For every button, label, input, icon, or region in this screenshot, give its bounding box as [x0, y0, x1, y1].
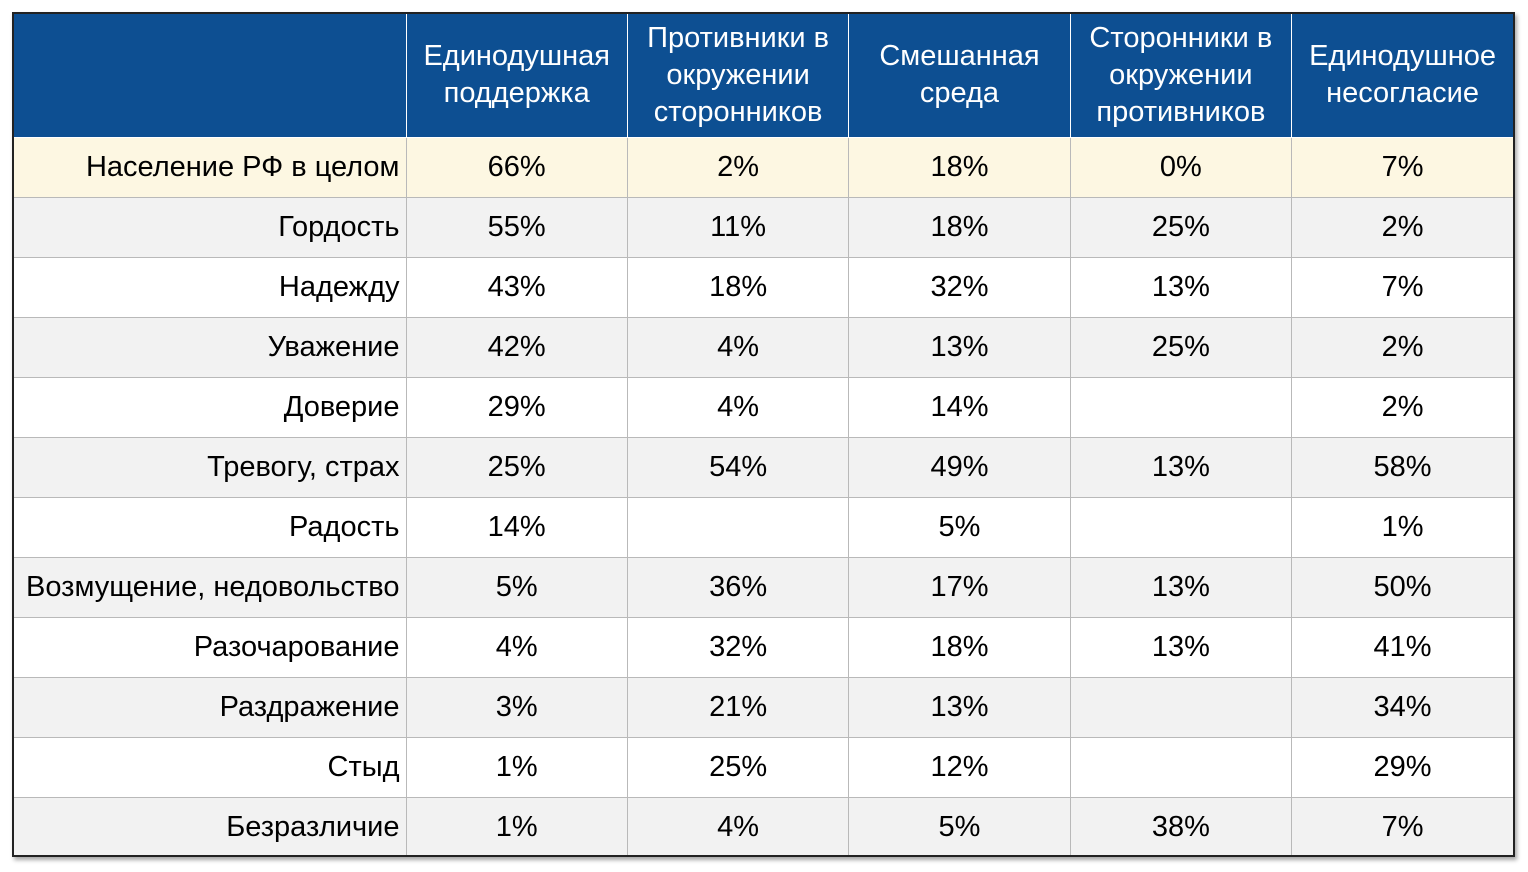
header-corner-cell — [14, 14, 407, 138]
row-label: Стыд — [14, 736, 407, 798]
table-frame: Единодушная поддержка Противники в окруж… — [12, 12, 1515, 857]
value-cell: 4% — [626, 376, 850, 438]
table-row: Стыд 1% 25% 12% 29% — [14, 736, 1513, 798]
table-row: Гордость 55% 11% 18% 25% 2% — [14, 196, 1513, 258]
value-cell: 66% — [405, 136, 628, 198]
value-cell: 4% — [626, 796, 850, 855]
value-cell: 4% — [626, 316, 850, 378]
value-cell: 4% — [405, 616, 628, 678]
value-cell: 13% — [848, 316, 1071, 378]
value-cell: 18% — [626, 256, 850, 318]
column-header: Единодушная поддержка — [405, 14, 628, 138]
value-cell: 2% — [1291, 316, 1513, 378]
value-cell: 25% — [405, 436, 628, 498]
value-cell: 18% — [848, 616, 1071, 678]
value-cell: 50% — [1291, 556, 1513, 618]
value-cell: 7% — [1291, 796, 1513, 855]
table-row: Возмущение, недовольство 5% 36% 17% 13% 50% — [14, 556, 1513, 618]
value-cell: 41% — [1291, 616, 1513, 678]
row-label: Гордость — [14, 196, 407, 258]
value-cell: 1% — [1291, 496, 1513, 558]
value-cell: 43% — [405, 256, 628, 318]
value-cell: 32% — [848, 256, 1071, 318]
value-cell: 12% — [848, 736, 1071, 798]
column-header: Сторонники в окружении противников — [1069, 14, 1293, 138]
value-cell: 29% — [1291, 736, 1513, 798]
value-cell: 13% — [1069, 556, 1293, 618]
value-cell: 32% — [626, 616, 850, 678]
value-cell: 55% — [405, 196, 628, 258]
value-cell: 13% — [1069, 616, 1293, 678]
value-cell: 58% — [1291, 436, 1513, 498]
table-body: Население РФ в целом 66% 2% 18% 0% 7% Гордость… — [14, 136, 1513, 855]
value-cell: 11% — [626, 196, 850, 258]
value-cell: 54% — [626, 436, 850, 498]
value-cell: 21% — [626, 676, 850, 738]
value-cell: 38% — [1069, 796, 1293, 855]
value-cell: 34% — [1291, 676, 1513, 738]
value-cell: 14% — [405, 496, 628, 558]
value-cell — [1069, 496, 1293, 558]
value-cell: 13% — [1069, 436, 1293, 498]
value-cell: 1% — [405, 796, 628, 855]
value-cell: 3% — [405, 676, 628, 738]
row-label: Безразличие — [14, 796, 407, 855]
value-cell: 13% — [848, 676, 1071, 738]
row-label: Уважение — [14, 316, 407, 378]
value-cell — [1069, 736, 1293, 798]
value-cell: 5% — [848, 496, 1071, 558]
value-cell: 2% — [1291, 376, 1513, 438]
value-cell — [626, 496, 850, 558]
row-label: Разочарование — [14, 616, 407, 678]
value-cell: 25% — [1069, 196, 1293, 258]
table-row: Уважение 42% 4% 13% 25% 2% — [14, 316, 1513, 378]
table-row: Доверие 29% 4% 14% 2% — [14, 376, 1513, 438]
value-cell — [1069, 676, 1293, 738]
column-header: Единодушное несогласие — [1291, 14, 1513, 138]
table-row: Раздражение 3% 21% 13% 34% — [14, 676, 1513, 738]
column-header: Смешанная среда — [848, 14, 1071, 138]
row-label: Тревогу, страх — [14, 436, 407, 498]
data-table: Единодушная поддержка Противники в окруж… — [14, 14, 1513, 855]
value-cell: 13% — [1069, 256, 1293, 318]
value-cell: 18% — [848, 136, 1071, 198]
header-row: Единодушная поддержка Противники в окруж… — [14, 14, 1513, 138]
column-header: Противники в окружении сторонников — [626, 14, 850, 138]
value-cell — [1069, 376, 1293, 438]
value-cell: 7% — [1291, 256, 1513, 318]
row-label: Радость — [14, 496, 407, 558]
table-row: Надежду 43% 18% 32% 13% 7% — [14, 256, 1513, 318]
value-cell: 2% — [626, 136, 850, 198]
value-cell: 17% — [848, 556, 1071, 618]
value-cell: 49% — [848, 436, 1071, 498]
row-label: Доверие — [14, 376, 407, 438]
value-cell: 0% — [1069, 136, 1293, 198]
value-cell: 18% — [848, 196, 1071, 258]
value-cell: 5% — [848, 796, 1071, 855]
row-label: Надежду — [14, 256, 407, 318]
table-row: Безразличие 1% 4% 5% 38% 7% — [14, 796, 1513, 855]
table-row: Разочарование 4% 32% 18% 13% 41% — [14, 616, 1513, 678]
value-cell: 1% — [405, 736, 628, 798]
value-cell: 2% — [1291, 196, 1513, 258]
value-cell: 25% — [1069, 316, 1293, 378]
value-cell: 7% — [1291, 136, 1513, 198]
table-row-total: Население РФ в целом 66% 2% 18% 0% 7% — [14, 136, 1513, 198]
value-cell: 14% — [848, 376, 1071, 438]
row-label: Население РФ в целом — [14, 136, 407, 198]
row-label: Раздражение — [14, 676, 407, 738]
value-cell: 25% — [626, 736, 850, 798]
row-label: Возмущение, недовольство — [14, 556, 407, 618]
value-cell: 36% — [626, 556, 850, 618]
value-cell: 5% — [405, 556, 628, 618]
table-row: Радость 14% 5% 1% — [14, 496, 1513, 558]
table-row: Тревогу, страх 25% 54% 49% 13% 58% — [14, 436, 1513, 498]
value-cell: 29% — [405, 376, 628, 438]
value-cell: 42% — [405, 316, 628, 378]
